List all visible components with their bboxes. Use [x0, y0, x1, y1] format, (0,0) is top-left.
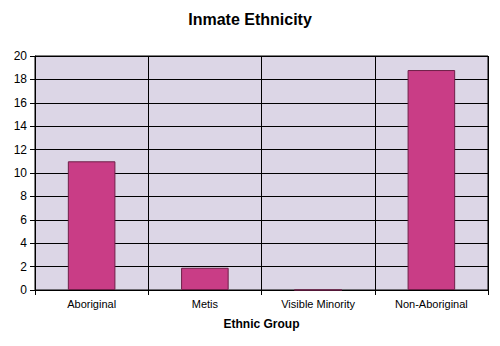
svg-text:6: 6 — [20, 213, 27, 227]
svg-text:12: 12 — [14, 143, 28, 157]
svg-text:16: 16 — [14, 96, 28, 110]
svg-text:18: 18 — [14, 72, 28, 86]
svg-text:Aboriginal: Aboriginal — [67, 298, 116, 310]
svg-text:0: 0 — [20, 283, 27, 297]
svg-text:Metis: Metis — [192, 298, 219, 310]
svg-text:2: 2 — [20, 260, 27, 274]
svg-text:4: 4 — [20, 236, 27, 250]
svg-text:8: 8 — [20, 189, 27, 203]
svg-text:10: 10 — [14, 166, 28, 180]
svg-text:20: 20 — [14, 49, 28, 63]
svg-text:Inmate Ethnicity: Inmate Ethnicity — [188, 11, 312, 28]
svg-text:Ethnic Group: Ethnic Group — [224, 317, 300, 331]
svg-text:Visible Minority: Visible Minority — [281, 298, 355, 310]
svg-text:14: 14 — [14, 119, 28, 133]
svg-text:Non-Aboriginal: Non-Aboriginal — [395, 298, 468, 310]
